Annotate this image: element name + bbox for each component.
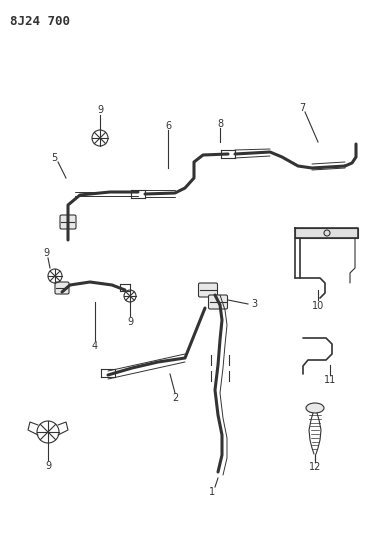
Text: 9: 9 xyxy=(43,248,49,258)
Text: 10: 10 xyxy=(312,301,324,311)
Text: 7: 7 xyxy=(299,103,305,113)
Text: 9: 9 xyxy=(97,105,103,115)
Bar xyxy=(295,228,358,238)
Text: 12: 12 xyxy=(309,462,321,472)
Text: 3: 3 xyxy=(251,299,257,309)
Text: 11: 11 xyxy=(324,375,336,385)
FancyBboxPatch shape xyxy=(198,283,217,297)
FancyBboxPatch shape xyxy=(60,215,76,229)
Text: 6: 6 xyxy=(165,121,171,131)
Text: 8: 8 xyxy=(217,119,223,129)
Text: 9: 9 xyxy=(45,461,51,471)
Text: 1: 1 xyxy=(209,487,215,497)
FancyBboxPatch shape xyxy=(208,295,227,309)
Text: 9: 9 xyxy=(127,317,133,327)
FancyBboxPatch shape xyxy=(55,282,69,294)
Text: 8J24 700: 8J24 700 xyxy=(10,15,70,28)
Text: 4: 4 xyxy=(92,341,98,351)
Text: 2: 2 xyxy=(172,393,178,403)
Text: 5: 5 xyxy=(51,153,57,163)
Ellipse shape xyxy=(306,403,324,413)
